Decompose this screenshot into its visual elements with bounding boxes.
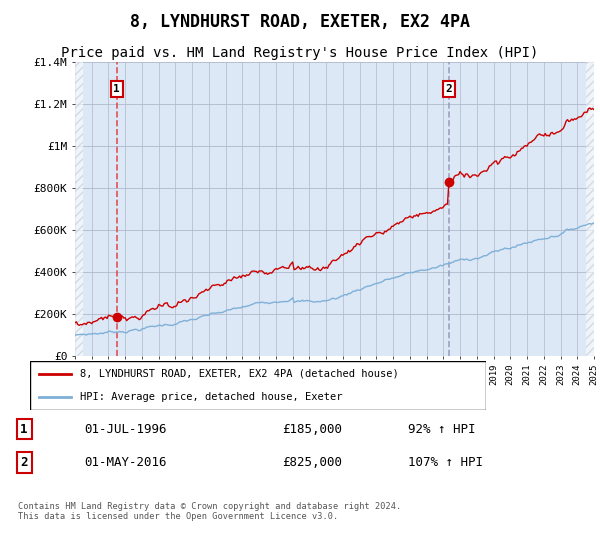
Text: Price paid vs. HM Land Registry's House Price Index (HPI): Price paid vs. HM Land Registry's House … [61, 46, 539, 60]
Text: 2: 2 [20, 456, 28, 469]
Text: 01-JUL-1996: 01-JUL-1996 [84, 423, 167, 436]
Bar [75, 62, 83, 356]
Text: 1: 1 [113, 84, 120, 94]
Text: £185,000: £185,000 [282, 423, 342, 436]
Text: 1: 1 [20, 423, 28, 436]
Text: 107% ↑ HPI: 107% ↑ HPI [408, 456, 483, 469]
Text: £825,000: £825,000 [282, 456, 342, 469]
Bar [586, 62, 594, 356]
Text: 2: 2 [445, 84, 452, 94]
Text: 8, LYNDHURST ROAD, EXETER, EX2 4PA: 8, LYNDHURST ROAD, EXETER, EX2 4PA [130, 13, 470, 31]
Text: 92% ↑ HPI: 92% ↑ HPI [408, 423, 476, 436]
Text: 01-MAY-2016: 01-MAY-2016 [84, 456, 167, 469]
Text: HPI: Average price, detached house, Exeter: HPI: Average price, detached house, Exet… [80, 391, 343, 402]
Text: 8, LYNDHURST ROAD, EXETER, EX2 4PA (detached house): 8, LYNDHURST ROAD, EXETER, EX2 4PA (deta… [80, 369, 399, 379]
Text: Contains HM Land Registry data © Crown copyright and database right 2024.
This d: Contains HM Land Registry data © Crown c… [18, 502, 401, 521]
